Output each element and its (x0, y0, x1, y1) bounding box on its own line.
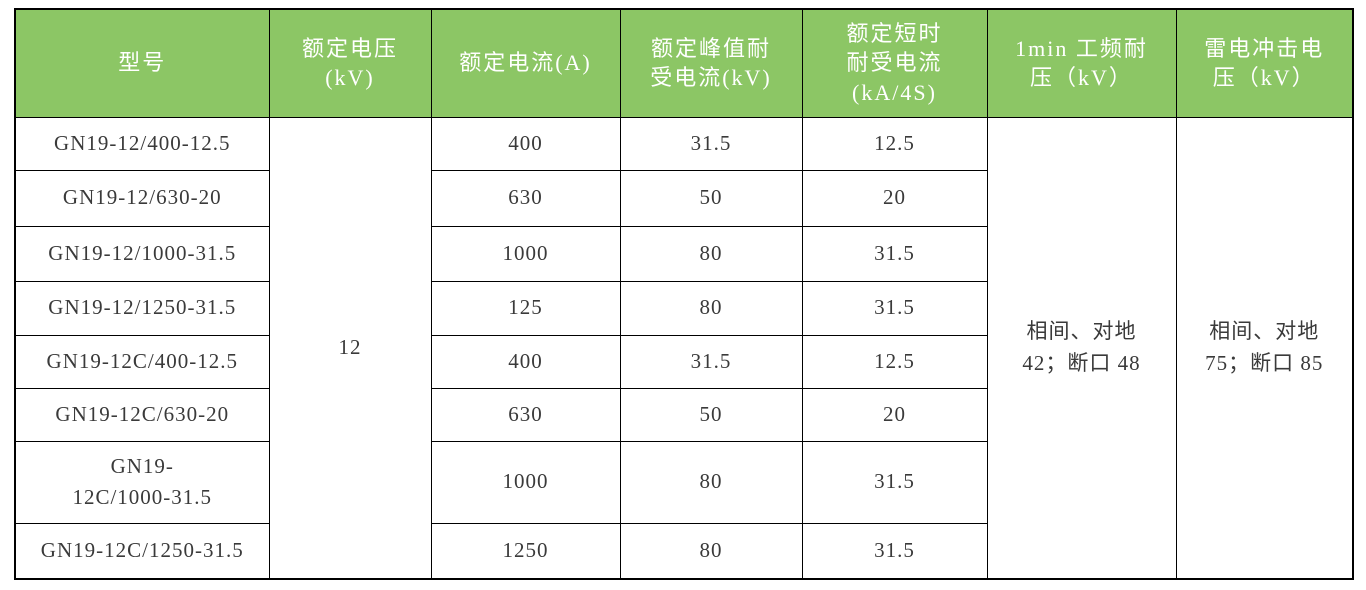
rated-current-cell: 630 (430, 387, 621, 442)
rated-current-cell: 125 (430, 280, 621, 336)
short-time-current-cell: 31.5 (801, 440, 988, 524)
table-row: GN19-12/630-20 630 50 20 (14, 169, 1353, 227)
col-header-lightning-impulse: 雷电冲击电 压（kV） (1175, 8, 1354, 118)
short-time-current-cell: 31.5 (801, 280, 988, 336)
lightning-impulse-cell: 相间、对地 75；断口 85 (1175, 116, 1354, 580)
model-cell: GN19-12C/400-12.5 (14, 334, 270, 389)
header-row: 型号 额定电压 (kV) 额定电流(A) 额定峰值耐 受电流(kV) 额定短时 … (14, 8, 1354, 118)
model-cell: GN19-12/1250-31.5 (14, 280, 270, 336)
short-time-current-cell: 31.5 (801, 522, 988, 580)
rated-current-cell: 630 (430, 169, 621, 227)
short-time-current-cell: 31.5 (801, 225, 988, 282)
peak-current-cell: 80 (619, 225, 803, 282)
col-header-peak-withstand-current: 额定峰值耐 受电流(kV) (619, 8, 803, 118)
peak-current-cell: 50 (619, 169, 803, 227)
peak-current-cell: 31.5 (619, 116, 803, 171)
table-row: GN19-12C/630-20 630 50 20 (14, 387, 1353, 442)
short-time-current-cell: 12.5 (801, 334, 988, 389)
model-cell: GN19-12/630-20 (14, 169, 270, 227)
model-cell: GN19-12/1000-31.5 (14, 225, 270, 282)
model-cell: GN19-12C/630-20 (14, 387, 270, 442)
table-row: GN19-12/400-12.5 12 400 31.5 12.5 相间、对地 … (14, 116, 1354, 580)
peak-current-cell: 80 (619, 280, 803, 336)
table-row: GN19-12/1000-31.5 1000 80 31.5 (14, 225, 1353, 282)
model-cell: GN19- 12C/1000-31.5 (14, 440, 270, 524)
model-cell: GN19-12C/1250-31.5 (14, 522, 270, 580)
short-time-current-cell: 20 (801, 387, 988, 442)
table-row: GN19-12C/1250-31.5 1250 80 31.5 (14, 522, 1353, 580)
peak-current-cell: 31.5 (619, 334, 803, 389)
short-time-current-cell: 20 (801, 169, 988, 227)
rated-voltage-cell: 12 (268, 116, 432, 580)
peak-current-cell: 50 (619, 387, 803, 442)
table-row: GN19-12/1250-31.5 125 80 31.5 (14, 280, 1353, 336)
model-cell: GN19-12/400-12.5 (14, 116, 270, 171)
col-header-rated-current: 额定电流(A) (430, 8, 621, 118)
short-time-current-cell: 12.5 (801, 116, 988, 171)
switch-ratings-table: 型号 额定电压 (kV) 额定电流(A) 额定峰值耐 受电流(kV) 额定短时 … (14, 8, 1354, 580)
peak-current-cell: 80 (619, 522, 803, 580)
rated-current-cell: 1250 (430, 522, 621, 580)
col-header-model: 型号 (14, 8, 270, 118)
rated-current-cell: 1000 (430, 440, 621, 524)
peak-current-cell: 80 (619, 440, 803, 524)
col-header-rated-voltage: 额定电压 (kV) (268, 8, 432, 118)
col-header-power-frequency-withstand: 1min 工频耐 压（kV） (986, 8, 1177, 118)
rated-current-cell: 1000 (430, 225, 621, 282)
rated-current-cell: 400 (430, 116, 621, 171)
power-frequency-withstand-cell: 相间、对地 42；断口 48 (986, 116, 1177, 580)
table-row: GN19- 12C/1000-31.5 1000 80 31.5 (14, 440, 1353, 524)
col-header-short-time-withstand-current: 额定短时 耐受电流 (kA/4S) (801, 8, 988, 118)
rated-current-cell: 400 (430, 334, 621, 389)
